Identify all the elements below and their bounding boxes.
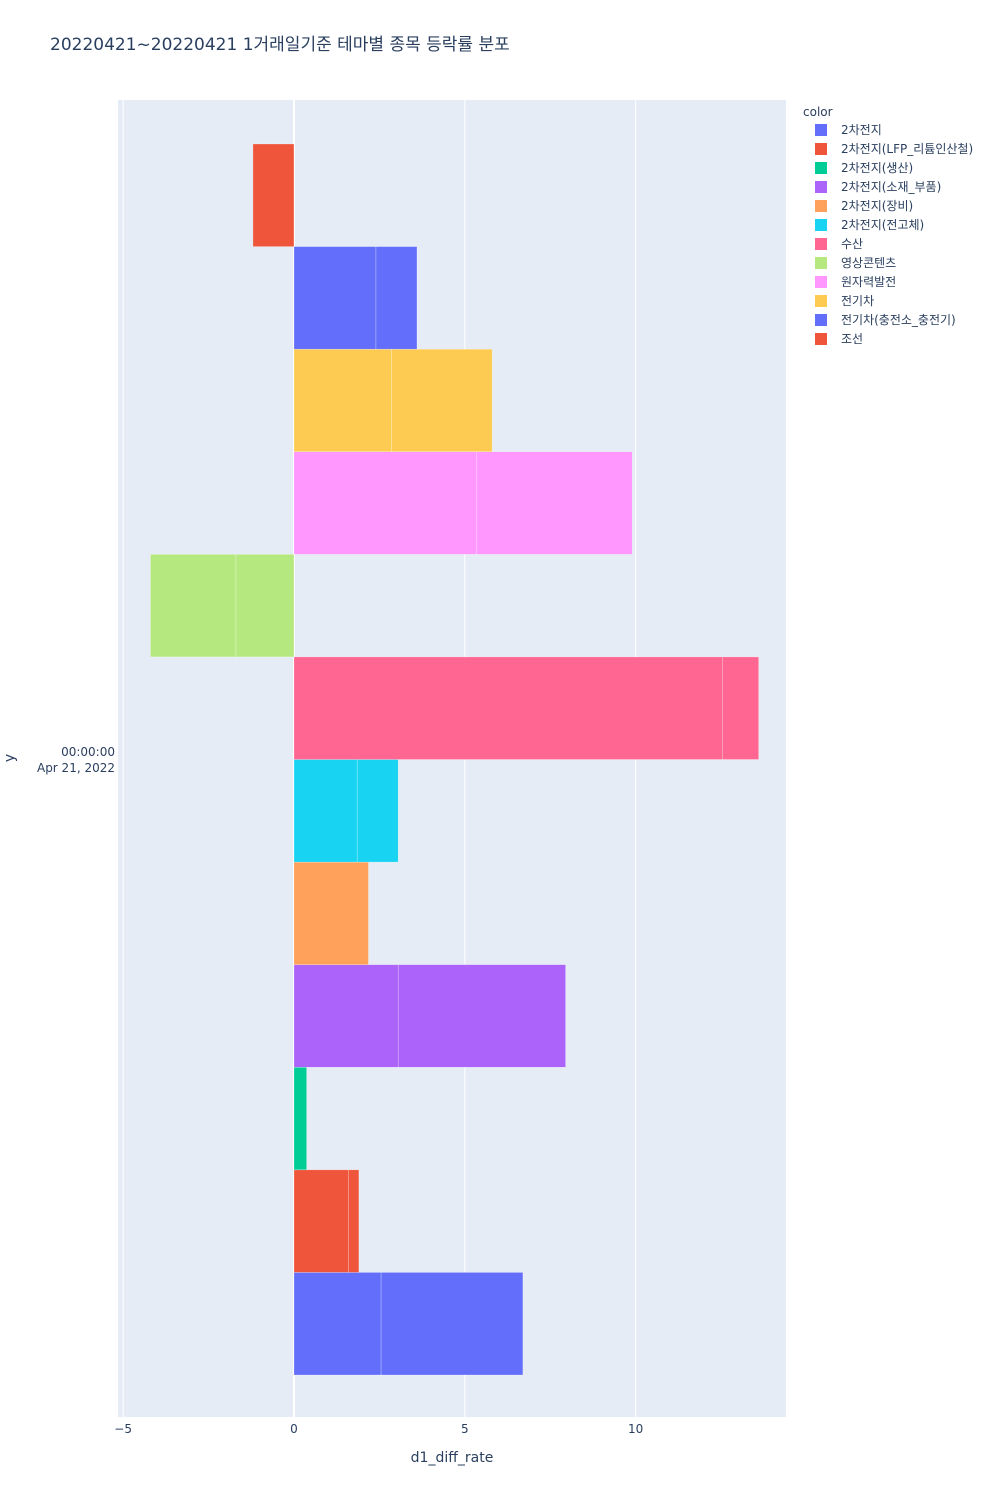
legend-item-11[interactable]: 조선 [815, 332, 863, 346]
bar-segment-8-1[interactable] [476, 451, 633, 555]
bar-segment-2-0[interactable] [293, 1067, 307, 1171]
legend-label-4: 2차전지(장비) [841, 199, 913, 213]
legend-item-4[interactable]: 2차전지(장비) [815, 199, 913, 213]
legend-label-6: 수산 [841, 237, 863, 251]
legend-label-7: 영상콘텐츠 [841, 256, 896, 270]
legend-swatch-1 [815, 143, 827, 155]
legend-swatch-5 [815, 219, 827, 231]
bar-segment-9-1[interactable] [391, 348, 493, 452]
legend-swatch-10 [815, 314, 827, 326]
bar-segment-3-0[interactable] [293, 964, 399, 1068]
legend[interactable]: 2차전지 2차전지(LFP_리튬인산철) 2차전지(생산) 2차전지(소재_부품) 2차… [815, 123, 973, 346]
bar-segment-1-0[interactable] [293, 1169, 349, 1273]
legend-title: color [803, 105, 833, 119]
legend-item-7[interactable]: 영상콘텐츠 [815, 256, 896, 270]
y-tick-label-line-1: Apr 21, 2022 [37, 761, 115, 775]
bars [150, 143, 759, 1376]
legend-label-1: 2차전지(LFP_리튬인산철) [841, 142, 973, 156]
x-tick-label-1: 0 [290, 1422, 298, 1436]
legend-swatch-3 [815, 181, 827, 193]
legend-label-9: 전기차 [841, 294, 874, 308]
bar-segment-5-1[interactable] [356, 759, 399, 863]
bar-segment-10-1[interactable] [375, 246, 418, 350]
x-tick-label-3: 10 [628, 1422, 643, 1436]
legend-label-5: 2차전지(전고체) [841, 218, 924, 232]
x-tick-label-2: 5 [461, 1422, 469, 1436]
bar-segment-4-0[interactable] [293, 861, 369, 965]
legend-item-0[interactable]: 2차전지 [815, 123, 882, 137]
legend-item-1[interactable]: 2차전지(LFP_리튬인산철) [815, 142, 973, 156]
legend-item-5[interactable]: 2차전지(전고체) [815, 218, 924, 232]
legend-swatch-0 [815, 124, 827, 136]
legend-swatch-4 [815, 200, 827, 212]
legend-label-10: 전기차(충전소_충전기) [841, 313, 956, 327]
x-axis-ticks: −5 0 5 10 [114, 1422, 643, 1436]
legend-label-3: 2차전지(소재_부품) [841, 180, 941, 194]
bar-segment-5-0[interactable] [293, 759, 358, 863]
bar-segment-9-0[interactable] [293, 348, 392, 452]
legend-item-2[interactable]: 2차전지(생산) [815, 161, 913, 175]
legend-swatch-9 [815, 295, 827, 307]
bar-segment-10-0[interactable] [293, 246, 377, 350]
legend-label-11: 조선 [841, 332, 863, 346]
legend-label-2: 2차전지(생산) [841, 161, 913, 175]
bar-segment-11-0[interactable] [252, 143, 295, 247]
legend-item-6[interactable]: 수산 [815, 237, 863, 251]
legend-item-8[interactable]: 원자력발전 [815, 275, 896, 289]
y-axis-title: y [2, 754, 18, 762]
legend-swatch-11 [815, 333, 827, 345]
legend-swatch-8 [815, 276, 827, 288]
y-tick-label-line-0: 00:00:00 [61, 745, 115, 759]
bar-segment-0-1[interactable] [380, 1272, 524, 1376]
y-axis-category-label: 00:00:00 Apr 21, 2022 [37, 745, 115, 775]
x-axis-title: d1_diff_rate [411, 1450, 494, 1466]
x-tick-label-0: −5 [114, 1422, 132, 1436]
bar-segment-1-1[interactable] [348, 1169, 360, 1273]
bar-segment-6-0[interactable] [293, 656, 724, 760]
bar-segment-3-1[interactable] [397, 964, 566, 1068]
legend-item-3[interactable]: 2차전지(소재_부품) [815, 180, 941, 194]
legend-item-9[interactable]: 전기차 [815, 294, 874, 308]
bar-segment-7-1[interactable] [150, 554, 237, 658]
legend-swatch-7 [815, 257, 827, 269]
legend-label-0: 2차전지 [841, 123, 882, 137]
legend-label-8: 원자력발전 [841, 275, 896, 289]
legend-swatch-2 [815, 162, 827, 174]
bar-segment-6-1[interactable] [722, 656, 759, 760]
chart-title: 20220421~20220421 1거래일기준 테마별 종목 등락률 분포 [50, 35, 510, 55]
bar-segment-8-0[interactable] [293, 451, 478, 555]
legend-item-10[interactable]: 전기차(충전소_충전기) [815, 313, 956, 327]
legend-swatch-6 [815, 238, 827, 250]
bar-segment-0-0[interactable] [293, 1272, 382, 1376]
bar-segment-7-0[interactable] [235, 554, 295, 658]
